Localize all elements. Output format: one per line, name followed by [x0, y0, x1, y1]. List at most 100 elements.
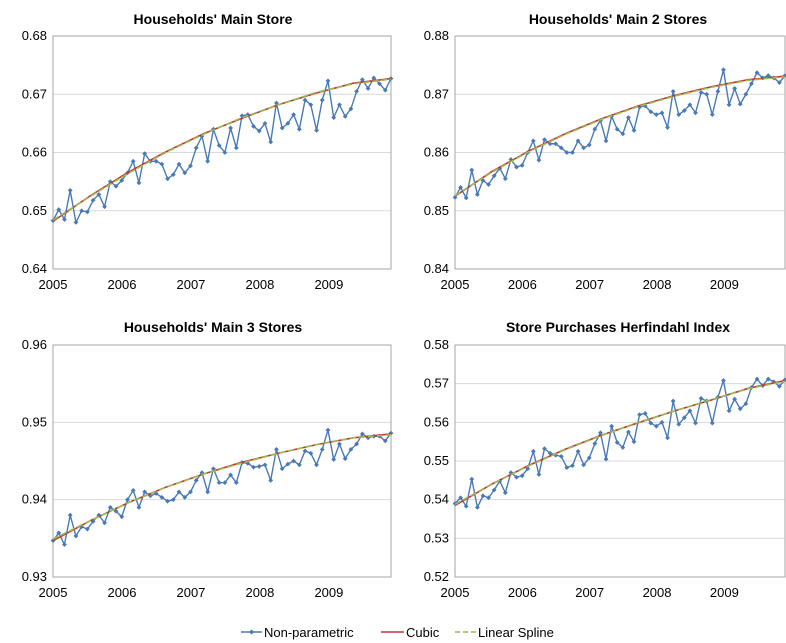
data-point-nonparametric: [262, 462, 268, 468]
data-point-nonparametric: [743, 91, 749, 97]
data-point-nonparametric: [354, 441, 360, 447]
y-tick-label: 0.66: [22, 145, 47, 160]
data-point-nonparametric: [709, 112, 715, 118]
data-point-nonparametric: [285, 120, 291, 126]
data-point-nonparametric: [648, 109, 654, 115]
panel-title: Households' Main 3 Stores: [124, 319, 303, 335]
data-point-nonparametric: [715, 88, 721, 94]
y-tick-label: 0.94: [22, 492, 47, 507]
data-point-nonparametric: [737, 101, 743, 107]
data-point-nonparametric: [581, 145, 587, 151]
panel-main-2-stores: Households' Main 2 Stores 0.840.850.860.…: [424, 11, 786, 292]
data-point-nonparametric: [782, 377, 786, 383]
data-point-nonparametric: [676, 112, 682, 118]
gridlines: [53, 344, 391, 578]
data-point-nonparametric: [56, 207, 62, 212]
data-point-nonparametric: [274, 447, 279, 452]
data-point-nonparametric: [665, 435, 670, 441]
data-point-nonparametric: [56, 530, 62, 536]
data-point-nonparametric: [637, 412, 642, 417]
data-point-nonparametric: [603, 456, 609, 462]
data-point-nonparametric: [296, 126, 302, 132]
x-tick-label: 2009: [314, 277, 343, 292]
data-point-nonparametric: [113, 508, 119, 514]
data-point-nonparametric: [648, 420, 654, 426]
data-point-nonparametric: [73, 220, 79, 225]
data-point-nonparametric: [67, 512, 73, 518]
y-tick-label: 0.58: [424, 337, 449, 352]
data-point-nonparametric: [519, 473, 525, 479]
data-point-nonparametric: [542, 446, 547, 452]
data-point-nonparametric: [142, 151, 148, 157]
data-point-nonparametric: [726, 102, 732, 108]
data-point-nonparametric: [698, 90, 704, 95]
data-point-nonparametric: [631, 439, 637, 445]
x-tick-label: 2009: [710, 277, 739, 292]
panel-herfindahl-index: Store Purchases Herfindahl Index 0.520.5…: [424, 319, 786, 600]
data-point-nonparametric: [348, 447, 354, 452]
data-point-nonparametric: [279, 466, 285, 472]
data-point-nonparametric: [458, 185, 463, 190]
data-point-nonparametric: [331, 457, 337, 462]
data-point-nonparametric: [176, 161, 182, 167]
y-tick-label: 0.67: [22, 86, 47, 101]
data-point-nonparametric: [84, 209, 90, 215]
y-tick-label: 0.52: [424, 569, 449, 584]
data-point-nonparametric: [480, 493, 486, 499]
data-point-nonparametric: [469, 476, 475, 482]
data-point-nonparametric: [592, 441, 598, 446]
data-point-nonparametric: [296, 462, 302, 468]
data-point-nonparametric: [514, 164, 519, 170]
data-point-nonparametric: [90, 197, 96, 203]
data-point-nonparametric: [308, 102, 314, 108]
data-point-nonparametric: [359, 77, 365, 83]
y-tick-label: 0.85: [424, 203, 449, 218]
data-point-nonparametric: [319, 97, 325, 103]
data-point-nonparametric: [136, 505, 142, 510]
data-point-nonparametric: [268, 139, 274, 145]
data-point-nonparametric: [463, 195, 469, 201]
data-point-nonparametric: [754, 376, 760, 382]
data-point-nonparametric: [314, 127, 319, 133]
plot-area: [454, 35, 786, 270]
data-point-nonparametric: [754, 70, 760, 76]
data-point-nonparametric: [525, 466, 531, 472]
y-tick-label: 0.56: [424, 414, 449, 429]
data-point-nonparametric: [564, 465, 570, 470]
data-point-nonparametric: [681, 108, 687, 113]
data-point-nonparametric: [165, 176, 170, 182]
data-point-nonparametric: [136, 180, 142, 186]
plot-area: [52, 35, 392, 270]
series-line-linear-spline: [52, 433, 392, 540]
data-point-nonparametric: [564, 150, 570, 155]
data-point-nonparametric: [765, 376, 771, 382]
y-tick-label: 0.64: [22, 261, 47, 276]
data-point-nonparametric: [625, 115, 631, 120]
x-tick-label: 2006: [508, 277, 537, 292]
data-layer: [452, 376, 786, 510]
data-layer: [452, 67, 786, 201]
data-point-nonparametric: [285, 461, 291, 467]
x-tick-label: 2007: [176, 585, 205, 600]
data-point-nonparametric: [62, 217, 67, 222]
y-tick-label: 0.95: [22, 414, 47, 429]
data-point-nonparametric: [245, 112, 251, 118]
y-tick-label: 0.87: [424, 86, 449, 101]
data-point-nonparametric: [342, 456, 348, 462]
data-point-nonparametric: [239, 113, 245, 119]
x-tick-label: 2007: [176, 277, 205, 292]
data-point-nonparametric: [620, 445, 626, 450]
data-point-nonparametric: [337, 441, 342, 447]
data-point-nonparametric: [586, 142, 592, 148]
data-point-nonparametric: [205, 158, 211, 164]
legend-item-cubic: Cubic: [381, 625, 440, 640]
data-point-nonparametric: [681, 415, 687, 421]
data-point-nonparametric: [474, 505, 480, 510]
data-point-nonparametric: [182, 494, 188, 500]
data-point-nonparametric: [205, 489, 211, 495]
data-point-nonparametric: [302, 97, 308, 103]
data-point-nonparametric: [262, 120, 268, 126]
data-point-nonparametric: [251, 464, 256, 470]
plot-area: [52, 344, 392, 578]
data-point-nonparametric: [777, 80, 782, 85]
